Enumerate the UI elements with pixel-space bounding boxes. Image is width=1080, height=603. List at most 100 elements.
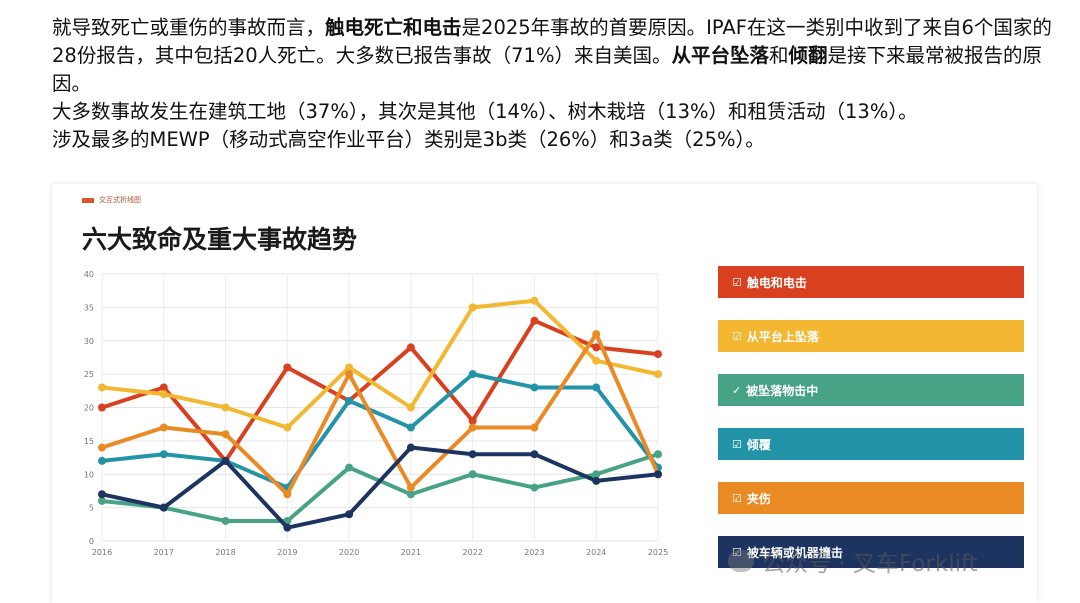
x-tick-label: 2022 [462, 548, 482, 557]
intro-paragraph-3: 涉及最多的MEWP（移动式高空作业平台）类别是3b类（26%）和3a类（25%）… [52, 128, 765, 151]
data-point [98, 490, 106, 499]
x-tick-label: 2023 [524, 548, 544, 557]
series-line-3 [100, 372, 660, 490]
y-tick-label: 15 [84, 437, 94, 446]
data-point [283, 523, 292, 532]
data-point [468, 450, 477, 459]
data-point [654, 470, 662, 479]
data-point [468, 370, 477, 379]
data-point [159, 383, 168, 392]
data-point [592, 470, 601, 479]
data-point [468, 423, 477, 432]
y-tick-label: 25 [84, 370, 94, 379]
checkbox-icon: ✓ [732, 383, 742, 397]
intro-text: 就导致死亡或重伤的事故而言，触电死亡和电击是2025年事故的首要原因。IPAF在… [52, 14, 1062, 154]
data-point [468, 303, 477, 312]
data-point [530, 483, 539, 492]
data-point [221, 430, 230, 439]
legend-label: 夹伤 [746, 491, 771, 506]
data-point [654, 350, 662, 359]
checkbox-icon: ☑ [732, 545, 742, 559]
checkbox-icon: ☑ [732, 437, 742, 451]
legend-label: 倾覆 [746, 437, 771, 452]
data-point [592, 476, 601, 485]
legend-label: 从平台上坠落 [746, 329, 819, 344]
data-point [654, 370, 662, 379]
data-point [159, 423, 168, 432]
x-tick-label: 2020 [339, 548, 359, 557]
x-tick-label: 2017 [154, 548, 174, 557]
series-line-5 [100, 445, 660, 530]
data-point [98, 403, 106, 412]
data-point [468, 470, 477, 479]
y-tick-label: 40 [84, 270, 94, 279]
data-point [592, 330, 601, 339]
x-tick-label: 2016 [92, 548, 112, 557]
legend-item[interactable]: ☑ 夹伤 [718, 482, 1024, 514]
legend-item[interactable]: ✓ 被坠落物击中 [718, 374, 1024, 406]
data-point [592, 383, 601, 392]
data-point [98, 383, 106, 392]
tag-marker-icon [82, 197, 94, 203]
y-tick-label: 5 [89, 504, 94, 513]
data-point [221, 403, 230, 412]
data-point [283, 363, 292, 372]
data-point [406, 423, 415, 432]
checkbox-icon: ☑ [732, 329, 742, 343]
series-line-1 [100, 298, 660, 430]
checkbox-icon: ☑ [732, 491, 742, 505]
data-point [406, 483, 415, 492]
data-point [98, 496, 106, 505]
y-tick-label: 10 [84, 470, 94, 479]
data-point [345, 510, 354, 519]
legend-label: 触电和电击 [746, 275, 807, 290]
chart-tag: 交互式折线图 [82, 195, 141, 205]
data-point [530, 316, 539, 325]
series-line-0 [100, 318, 660, 463]
data-point [654, 450, 662, 459]
data-point [345, 463, 354, 472]
intro-paragraph-1: 就导致死亡或重伤的事故而言，触电死亡和电击是2025年事故的首要原因。IPAF在… [52, 16, 1052, 95]
legend-item[interactable]: ☑ 被车辆或机器撞击 [718, 536, 1024, 568]
series-line-4 [100, 332, 660, 497]
data-point [98, 456, 106, 465]
legend-item[interactable]: ☑ 倾覆 [718, 428, 1024, 460]
y-tick-label: 35 [84, 303, 94, 312]
y-tick-label: 0 [89, 537, 94, 546]
data-point [406, 490, 415, 499]
watermark: 公众号 · 叉车Forklift [728, 544, 978, 578]
data-point [592, 343, 601, 352]
data-point [345, 363, 354, 372]
data-point [530, 423, 539, 432]
legend-item[interactable]: ☑ 触电和电击 [718, 266, 1024, 298]
chart-legend: ☑ 触电和电击 ☑ 从平台上坠落 ✓ 被坠落物击中 ☑ 倾覆 ☑ 夹伤 ☑ 被车辆或机器撞击 [718, 266, 1024, 590]
x-tick-label: 2024 [586, 548, 606, 557]
checkbox-icon: ☑ [732, 275, 742, 289]
x-tick-label: 2018 [215, 548, 235, 557]
chart-card: 交互式折线图 六大致命及重大事故趋势 0 5 10 15 20 25 30 35 40 2016 2… [52, 184, 1037, 603]
data-point [283, 490, 292, 499]
intro-paragraph-2: 大多数事故发生在建筑工地（37%），其次是其他（14%）、树木栽培（13%）和租… [52, 100, 918, 123]
y-tick-label: 30 [84, 337, 94, 346]
legend-item[interactable]: ☑ 从平台上坠落 [718, 320, 1024, 352]
x-tick-label: 2019 [277, 548, 297, 557]
data-point [98, 443, 106, 452]
data-point [221, 516, 230, 525]
x-tick-label: 2021 [401, 548, 421, 557]
legend-label: 被车辆或机器撞击 [746, 545, 843, 560]
data-point [592, 356, 601, 365]
data-point [530, 296, 539, 305]
legend-label: 被坠落物击中 [746, 383, 819, 398]
x-tick-label: 2025 [648, 548, 668, 557]
y-tick-label: 20 [84, 404, 94, 413]
data-point [406, 403, 415, 412]
chart-title: 六大致命及重大事故趋势 [82, 225, 358, 254]
data-point [283, 423, 292, 432]
wechat-icon [728, 550, 754, 572]
data-point [159, 503, 168, 512]
data-point [159, 390, 168, 399]
data-point [221, 456, 230, 465]
data-point [159, 450, 168, 459]
data-point [406, 443, 415, 452]
